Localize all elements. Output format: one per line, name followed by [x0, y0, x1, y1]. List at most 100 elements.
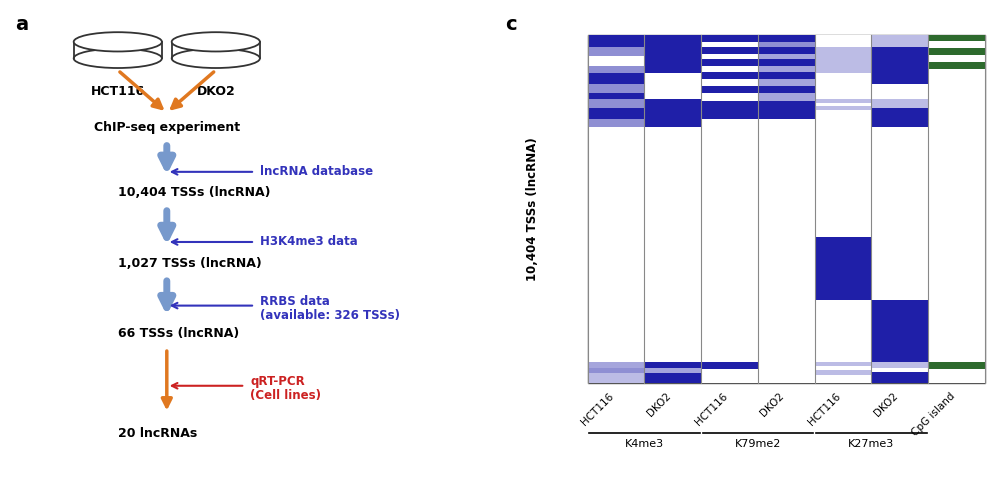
Text: lncRNA database: lncRNA database — [260, 165, 373, 178]
Text: K79me2: K79me2 — [735, 439, 781, 449]
Bar — [815, 106, 871, 110]
Bar — [644, 47, 701, 56]
Bar — [815, 100, 871, 103]
Bar — [871, 127, 928, 226]
Text: HCT116: HCT116 — [693, 391, 729, 427]
Bar — [871, 108, 928, 119]
Bar — [815, 375, 871, 383]
Bar — [815, 110, 871, 119]
Ellipse shape — [74, 49, 162, 68]
Text: 10,404 TSSs (lncRNA): 10,404 TSSs (lncRNA) — [118, 186, 270, 199]
Bar — [701, 60, 758, 67]
Text: K4me3: K4me3 — [625, 439, 664, 449]
Bar — [701, 101, 758, 119]
Text: (Cell lines): (Cell lines) — [250, 389, 321, 402]
Text: DKO2: DKO2 — [645, 391, 673, 418]
Bar — [758, 93, 815, 101]
Bar — [871, 84, 928, 100]
Bar — [644, 127, 701, 362]
Text: K27me3: K27me3 — [848, 439, 895, 449]
Bar — [871, 372, 928, 383]
Text: 10,404 TSSs (lncRNA): 10,404 TSSs (lncRNA) — [526, 137, 539, 281]
Bar — [588, 73, 644, 84]
Bar — [758, 67, 815, 72]
Bar — [644, 93, 701, 100]
Bar — [758, 35, 815, 42]
Bar — [871, 335, 928, 362]
Bar — [588, 84, 644, 93]
Bar — [815, 56, 871, 67]
Bar — [758, 60, 815, 67]
Bar — [758, 72, 815, 79]
Bar — [815, 47, 871, 56]
Bar — [758, 119, 815, 362]
Bar — [928, 69, 985, 362]
Bar — [815, 35, 871, 47]
Bar — [871, 100, 928, 108]
Bar — [701, 42, 758, 47]
Bar — [588, 108, 644, 119]
Bar — [758, 101, 815, 119]
Bar — [871, 226, 928, 300]
Text: a: a — [15, 15, 28, 34]
Text: 1,027 TSSs (lncRNA): 1,027 TSSs (lncRNA) — [118, 257, 262, 270]
Bar — [758, 42, 815, 47]
Bar — [871, 119, 928, 127]
Bar — [815, 370, 871, 375]
Text: HCT116: HCT116 — [807, 391, 843, 427]
Bar — [701, 93, 758, 101]
Bar — [588, 100, 644, 108]
Ellipse shape — [172, 32, 260, 52]
Bar — [928, 369, 985, 383]
Bar — [928, 42, 985, 48]
Bar — [588, 47, 644, 56]
Bar — [588, 67, 644, 73]
Bar — [701, 362, 758, 369]
Bar — [758, 79, 815, 86]
Bar — [815, 300, 871, 362]
Bar — [928, 35, 985, 42]
Text: DKO2: DKO2 — [759, 391, 786, 418]
Text: ChIP-seq experiment: ChIP-seq experiment — [94, 121, 240, 134]
Text: (available: 326 TSSs): (available: 326 TSSs) — [260, 309, 400, 322]
Bar — [644, 373, 701, 383]
Bar — [588, 127, 644, 362]
Text: HCT116: HCT116 — [580, 391, 616, 427]
Bar — [701, 47, 758, 54]
Ellipse shape — [74, 32, 162, 52]
Bar — [928, 48, 985, 55]
Text: H3K4me3 data: H3K4me3 data — [260, 235, 358, 248]
Bar — [815, 237, 871, 300]
Bar — [644, 35, 701, 47]
Bar — [815, 73, 871, 100]
Bar — [815, 103, 871, 106]
Bar — [871, 362, 928, 368]
Bar — [871, 67, 928, 84]
Bar — [815, 119, 871, 127]
Bar — [758, 54, 815, 60]
Bar — [588, 35, 644, 47]
Bar — [644, 73, 701, 84]
Bar — [928, 62, 985, 69]
Text: 66 TSSs (lncRNA): 66 TSSs (lncRNA) — [118, 327, 239, 340]
Bar — [644, 56, 701, 67]
Bar — [701, 67, 758, 72]
Bar — [758, 47, 815, 54]
Bar — [644, 84, 701, 93]
Bar — [815, 366, 871, 370]
Bar — [701, 54, 758, 60]
Bar — [588, 373, 644, 383]
Text: DKO2: DKO2 — [872, 391, 900, 418]
Bar — [758, 362, 815, 383]
Text: CpG island: CpG island — [910, 391, 957, 438]
Bar — [588, 368, 644, 373]
Bar — [588, 119, 644, 127]
Bar — [644, 100, 701, 119]
Text: qRT-PCR: qRT-PCR — [250, 375, 305, 388]
Bar — [701, 86, 758, 93]
Bar — [701, 369, 758, 383]
Text: HCT116: HCT116 — [91, 85, 145, 98]
Bar — [701, 72, 758, 79]
Bar — [644, 362, 701, 368]
Bar — [871, 47, 928, 67]
